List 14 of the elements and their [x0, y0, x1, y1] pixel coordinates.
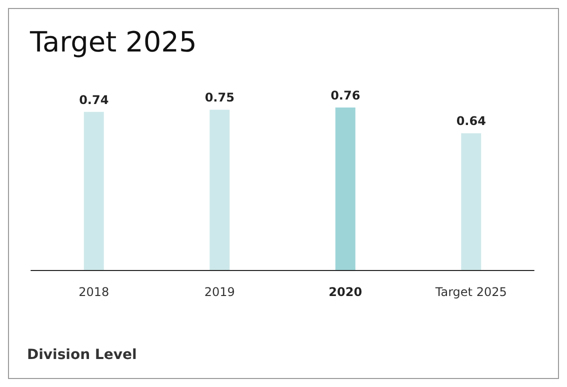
bar	[335, 108, 356, 270]
data-label: 0.64	[456, 114, 486, 128]
x-tick-label: 2019	[204, 285, 235, 299]
data-label: 0.74	[79, 92, 109, 107]
bar	[210, 110, 230, 270]
bar	[461, 133, 482, 270]
data-label: 0.76	[330, 88, 360, 103]
x-tick-label: Target 2025	[434, 285, 507, 299]
x-tick-label: 2020	[328, 285, 362, 299]
bar	[84, 112, 104, 270]
x-tick-label: 2018	[78, 285, 110, 299]
data-label: 0.75	[204, 90, 234, 105]
chart-title: Target 2025	[29, 26, 197, 58]
text: Division Level	[27, 347, 137, 363]
